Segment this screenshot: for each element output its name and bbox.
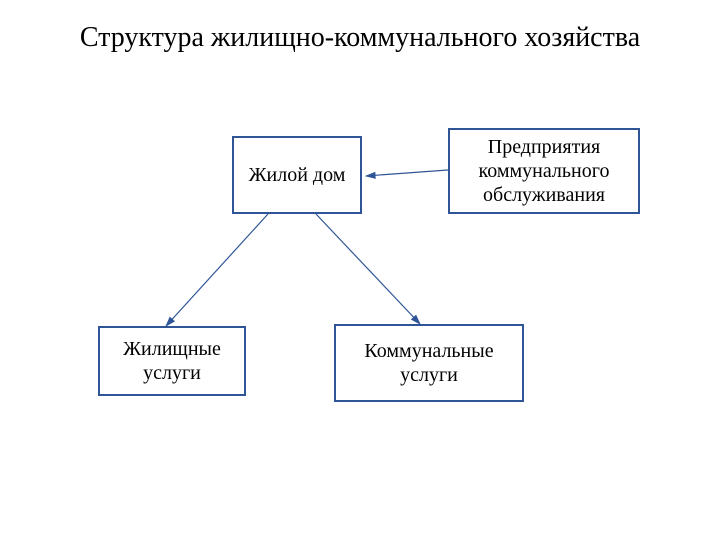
edge-arrow: [166, 214, 268, 326]
diagram-title: Структура жилищно-коммунального хозяйств…: [0, 22, 720, 54]
node-enterprises: Предприятия коммунального обслуживания: [448, 128, 640, 214]
node-house-label: Жилой дом: [249, 163, 346, 187]
node-housing-services: Жилищные услуги: [98, 326, 246, 396]
edge-arrow: [366, 170, 448, 176]
node-housing-services-label: Жилищные услуги: [104, 337, 240, 385]
node-utility-services-label: Коммунальные услуги: [340, 339, 518, 387]
edge-arrow: [316, 214, 420, 324]
node-utility-services: Коммунальные услуги: [334, 324, 524, 402]
node-house: Жилой дом: [232, 136, 362, 214]
node-enterprises-label: Предприятия коммунального обслуживания: [454, 135, 634, 207]
edges-layer: [0, 0, 720, 540]
